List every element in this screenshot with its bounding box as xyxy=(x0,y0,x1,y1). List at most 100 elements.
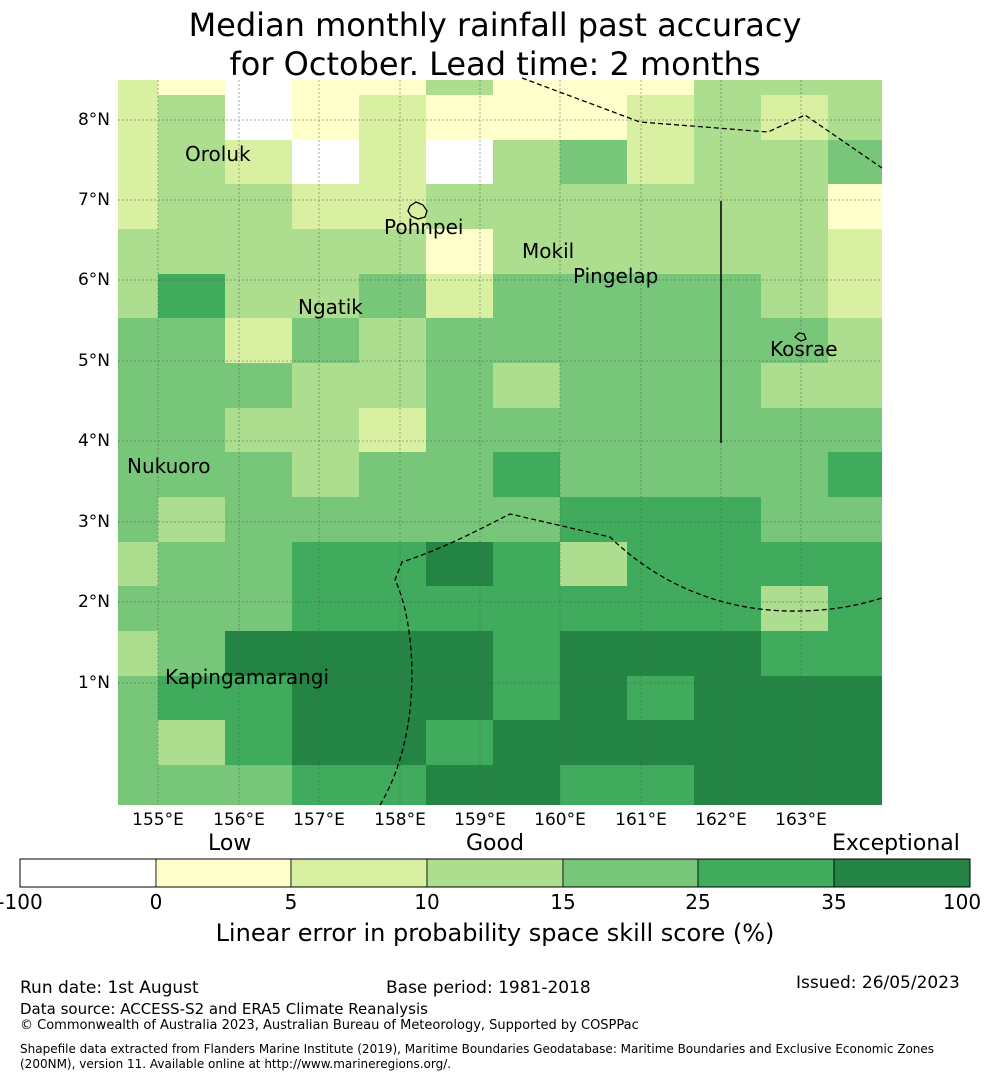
colorbar-tick-25: 25 xyxy=(685,890,711,914)
skill-cell xyxy=(828,676,882,720)
skill-cell xyxy=(761,95,828,140)
eez-boundary-north xyxy=(521,77,883,169)
skill-cell xyxy=(225,720,292,765)
skill-cell xyxy=(426,140,493,184)
skill-cell xyxy=(828,95,882,140)
skill-cell xyxy=(118,676,158,720)
colorbar-tick-100: 100 xyxy=(942,890,982,914)
skill-cell xyxy=(359,318,426,363)
skill-cell xyxy=(426,274,493,318)
skill-cell xyxy=(627,140,694,184)
skill-cell xyxy=(118,80,158,95)
skill-cell xyxy=(426,318,493,363)
colorbar-swatch xyxy=(426,858,564,888)
lat-label-6n: 6°N xyxy=(77,270,110,290)
skill-cell xyxy=(493,765,560,805)
place-label-oroluk: Oroluk xyxy=(185,142,251,166)
shapefile-credit-line-2: (200NM), version 11. Available online at… xyxy=(20,1057,452,1071)
skill-cell xyxy=(359,586,426,631)
skill-cell xyxy=(359,140,426,184)
skill-cell xyxy=(225,363,292,408)
skill-cell xyxy=(627,676,694,720)
skill-cell xyxy=(225,184,292,229)
eez-boundary-south xyxy=(379,513,883,806)
skill-cell xyxy=(761,631,828,676)
skill-cell xyxy=(426,452,493,497)
skill-cell xyxy=(627,229,694,274)
skill-cell xyxy=(292,765,359,805)
skill-cell xyxy=(493,631,560,676)
skill-cell xyxy=(292,720,359,765)
lon-label-159e: 159°E xyxy=(454,810,506,830)
skill-cell xyxy=(158,80,225,95)
skill-cell xyxy=(118,408,158,452)
colorbar-tick-35: 35 xyxy=(821,890,847,914)
colorbar-swatch xyxy=(19,858,157,888)
skill-cell xyxy=(627,452,694,497)
skill-cell xyxy=(761,765,828,805)
skill-cell xyxy=(560,363,627,408)
colorbar-swatch xyxy=(833,858,971,888)
skill-cell xyxy=(694,95,761,140)
kosrae-island-icon xyxy=(793,332,807,342)
skill-cell xyxy=(118,452,158,497)
skill-cell xyxy=(627,720,694,765)
skill-cell xyxy=(694,497,761,542)
lon-label-157e: 157°E xyxy=(293,810,345,830)
skill-cell xyxy=(761,452,828,497)
skill-cell xyxy=(560,140,627,184)
lon-label-163e: 163°E xyxy=(775,810,827,830)
skill-cell xyxy=(225,497,292,542)
skill-cell xyxy=(828,586,882,631)
skill-cell xyxy=(426,95,493,140)
copyright-notice: © Commonwealth of Australia 2023, Austra… xyxy=(20,1018,639,1033)
skill-cell xyxy=(118,318,158,363)
lat-label-7n: 7°N xyxy=(77,190,110,210)
skill-cell xyxy=(225,140,292,184)
skill-cell xyxy=(493,452,560,497)
skill-cell xyxy=(694,184,761,229)
skill-cell xyxy=(761,229,828,274)
skill-cell xyxy=(118,274,158,318)
skill-cell xyxy=(828,408,882,452)
skill-cell xyxy=(694,586,761,631)
skill-cell xyxy=(761,140,828,184)
skill-cell xyxy=(560,720,627,765)
skill-cell xyxy=(118,95,158,140)
skill-cell xyxy=(118,363,158,408)
skill-cell xyxy=(426,80,493,95)
skill-cell xyxy=(292,542,359,586)
island-outlines xyxy=(407,201,807,342)
skill-cell xyxy=(225,631,292,676)
skill-cell xyxy=(694,318,761,363)
colorbar-title: Linear error in probability space skill … xyxy=(215,919,775,947)
skill-cell xyxy=(828,497,882,542)
skill-cell xyxy=(560,452,627,497)
skill-cell xyxy=(359,765,426,805)
skill-cell xyxy=(225,586,292,631)
skill-cell xyxy=(118,497,158,542)
skill-cell xyxy=(761,184,828,229)
skill-cell xyxy=(493,720,560,765)
skill-cell xyxy=(493,229,560,274)
skill-cell xyxy=(158,765,225,805)
skill-cell xyxy=(560,408,627,452)
lat-label-1n: 1°N xyxy=(77,673,110,693)
skill-cell xyxy=(292,586,359,631)
skill-cell xyxy=(627,542,694,586)
skill-cell xyxy=(225,274,292,318)
skill-cell xyxy=(359,184,426,229)
skill-cell xyxy=(292,363,359,408)
colorbar-tick-5: 5 xyxy=(284,890,298,914)
colorbar-frame xyxy=(19,858,971,888)
skill-cell xyxy=(694,542,761,586)
skill-cell xyxy=(118,140,158,184)
skill-cell xyxy=(493,497,560,542)
lon-label-161e: 161°E xyxy=(615,810,667,830)
skill-cell xyxy=(560,631,627,676)
skill-cell xyxy=(426,631,493,676)
shapefile-credit-line-1: Shapefile data extracted from Flanders M… xyxy=(20,1042,935,1056)
skill-cell xyxy=(292,452,359,497)
skill-cell xyxy=(359,542,426,586)
skill-cell xyxy=(627,80,694,95)
